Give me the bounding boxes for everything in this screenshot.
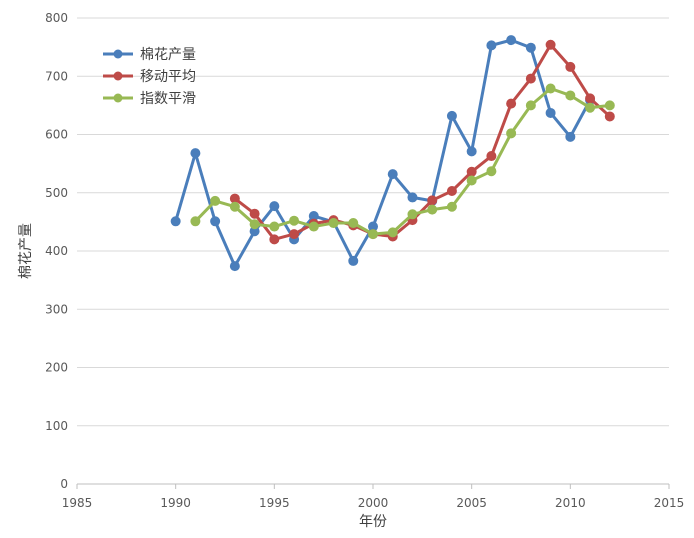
data-point <box>565 90 576 101</box>
series-1 <box>170 35 596 272</box>
data-point <box>466 166 477 177</box>
data-point <box>269 221 280 232</box>
x-tick-label: 1985 <box>62 496 93 510</box>
gridlines <box>77 17 669 427</box>
series-line <box>194 86 610 236</box>
series-3 <box>190 83 615 240</box>
x-tick-label: 1995 <box>259 496 290 510</box>
series-line <box>174 38 592 268</box>
data-point <box>348 255 359 266</box>
data-point <box>446 186 457 197</box>
y-tick-label: 100 <box>45 419 68 433</box>
data-point <box>407 192 418 203</box>
data-point <box>229 201 240 212</box>
data-point <box>585 93 596 104</box>
y-tick-label: 800 <box>45 11 68 25</box>
data-point <box>368 229 378 240</box>
y-tick-label: 400 <box>45 244 68 258</box>
y-tick-label: 200 <box>45 361 68 375</box>
data-point <box>486 151 497 162</box>
x-tick-label: 2010 <box>555 496 586 510</box>
data-point <box>289 215 300 226</box>
data-point <box>210 195 221 206</box>
data-point <box>604 111 615 122</box>
data-point <box>446 110 457 121</box>
data-point <box>190 216 201 227</box>
legend-item: 棉花产量 <box>103 46 196 63</box>
data-point <box>210 216 221 227</box>
data-point <box>387 227 398 238</box>
data-point <box>604 100 615 111</box>
legend-swatch-marker <box>113 49 123 59</box>
data-point <box>170 216 181 227</box>
data-point <box>190 148 201 159</box>
data-point <box>387 169 398 180</box>
data-point <box>466 146 477 157</box>
legend-item: 指数平滑 <box>103 90 196 107</box>
data-point <box>427 204 438 215</box>
data-point <box>506 98 517 109</box>
data-point <box>348 218 359 229</box>
x-tick-label: 2000 <box>358 496 389 510</box>
data-point <box>525 42 536 53</box>
data-point <box>446 201 457 212</box>
data-point <box>229 261 240 272</box>
legend-swatch-marker <box>113 93 123 103</box>
legend-label: 指数平滑 <box>140 90 196 107</box>
data-point <box>506 35 517 46</box>
data-point <box>545 39 556 50</box>
x-axis-title: 年份 <box>359 514 387 530</box>
data-point <box>229 193 240 204</box>
series-2 <box>229 39 615 245</box>
series-line <box>233 43 611 241</box>
data-point <box>466 175 477 186</box>
y-tick-label: 600 <box>45 128 68 142</box>
data-point <box>407 209 418 220</box>
data-point <box>525 73 536 84</box>
data-point <box>249 219 260 230</box>
data-point <box>506 128 517 139</box>
legend-label: 棉花产量 <box>140 46 196 63</box>
x-tick-label: 1990 <box>160 496 191 510</box>
y-axis-title: 棉花产量 <box>17 223 34 279</box>
data-point <box>486 166 497 177</box>
x-tick-label: 2005 <box>456 496 487 510</box>
legend-label: 移动平均 <box>140 69 196 85</box>
data-point <box>545 107 556 118</box>
series-layer <box>170 35 615 272</box>
data-point <box>289 229 300 240</box>
data-point <box>525 100 536 111</box>
axes: 0 100 200 300 400 500 600 700 800 1985 1990 1995 200… <box>45 11 684 510</box>
data-point <box>585 102 596 113</box>
data-point <box>427 195 438 206</box>
data-point <box>328 218 339 229</box>
data-point <box>486 40 497 51</box>
data-point <box>269 201 280 212</box>
y-tick-label: 700 <box>45 69 68 83</box>
y-tick-label: 0 <box>60 477 68 491</box>
y-tick-label: 500 <box>45 186 68 200</box>
x-tick-label: 2015 <box>654 496 685 510</box>
data-point <box>565 131 576 142</box>
data-point <box>308 221 319 232</box>
data-point <box>565 61 576 72</box>
legend-item: 移动平均 <box>103 69 196 85</box>
legend-swatch-marker <box>113 71 123 81</box>
data-point <box>269 234 280 245</box>
data-point <box>545 83 556 94</box>
data-point <box>249 208 260 219</box>
y-tick-label: 300 <box>45 302 68 316</box>
